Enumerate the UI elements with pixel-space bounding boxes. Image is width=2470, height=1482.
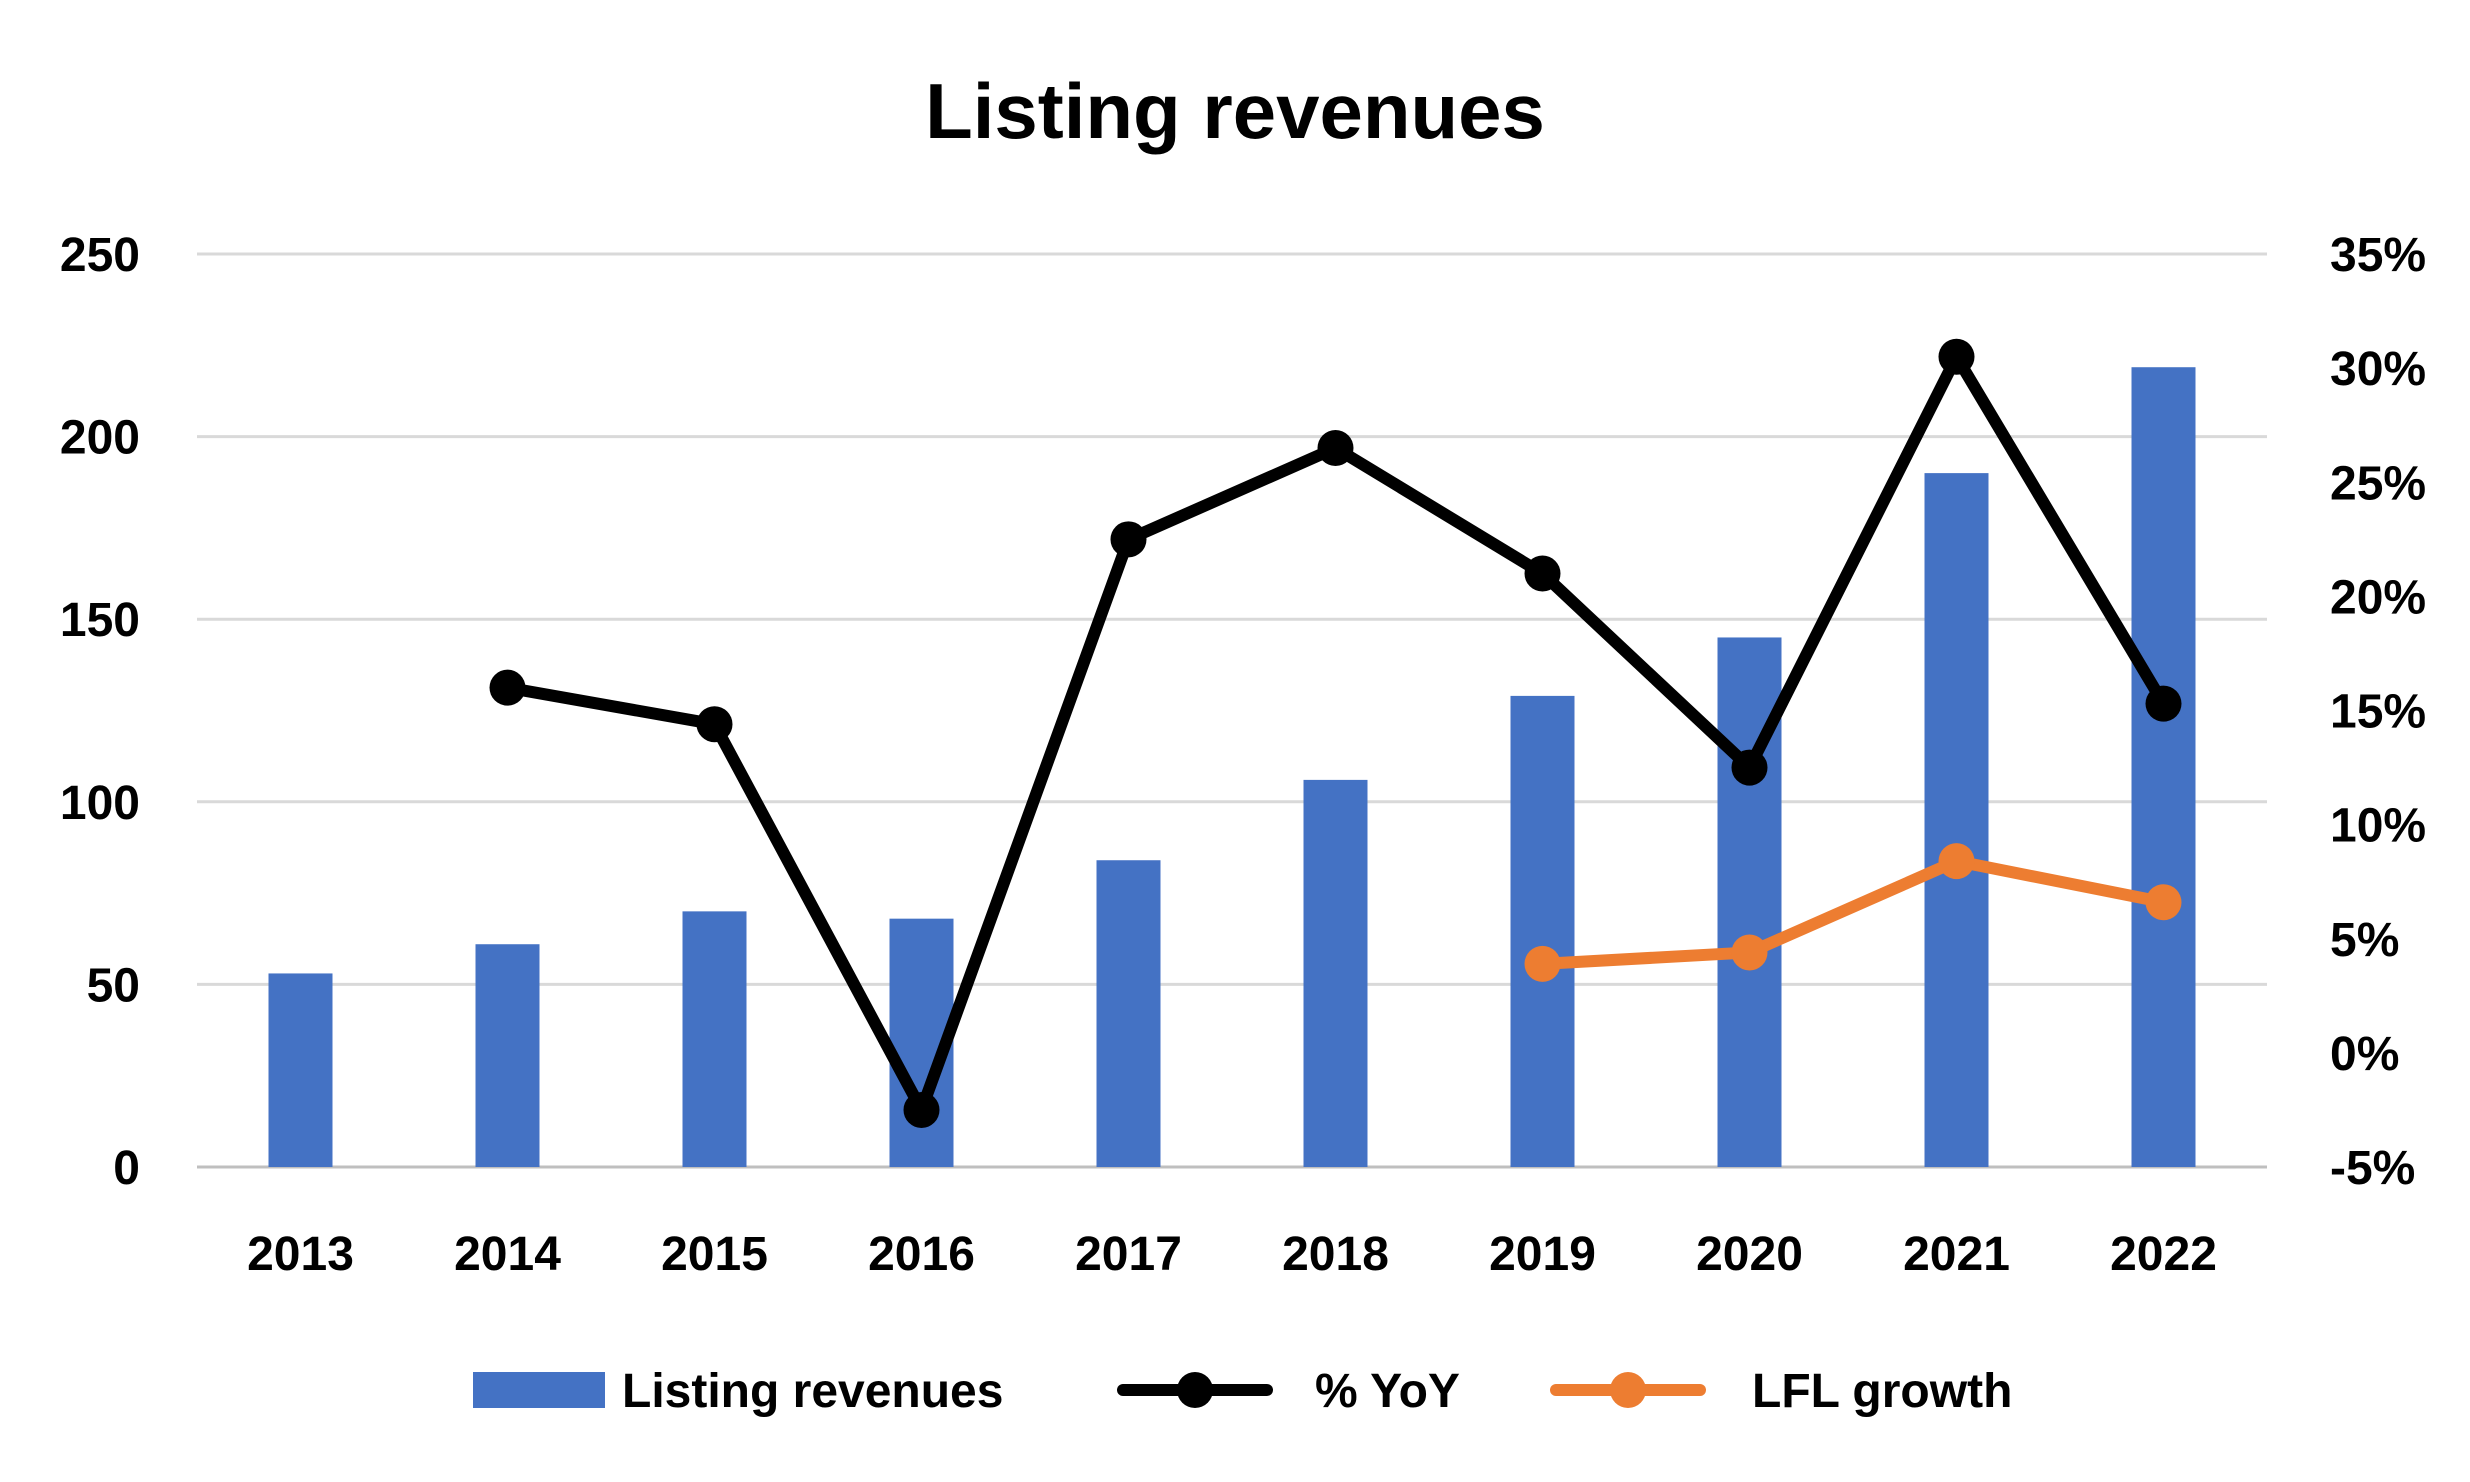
- legend-label: % YoY: [1315, 1365, 1460, 1418]
- data-point: [2145, 884, 2182, 921]
- data-point: [1938, 843, 1975, 880]
- y2-axis-tick-label: 35%: [2330, 229, 2426, 282]
- data-point: [1938, 338, 1975, 375]
- y-axis-tick-label: 150: [60, 594, 140, 647]
- y-axis-tick-label: 200: [60, 412, 140, 465]
- y-axis-tick-label: 0: [113, 1142, 140, 1195]
- data-point: [903, 1091, 940, 1128]
- data-point: [696, 706, 733, 743]
- bar: [1924, 473, 1989, 1167]
- x-axis-tick-label: 2013: [247, 1228, 354, 1281]
- bar: [1510, 695, 1575, 1167]
- x-axis-tick-label: 2015: [661, 1228, 768, 1281]
- x-axis-tick-label: 2022: [2110, 1228, 2217, 1281]
- y2-axis-tick-label: 15%: [2330, 686, 2426, 739]
- y2-axis-tick-label: 5%: [2330, 914, 2399, 967]
- y2-axis-tick-label: -5%: [2330, 1142, 2415, 1195]
- x-axis-tick-label: 2017: [1075, 1228, 1182, 1281]
- x-axis-tick-label: 2014: [454, 1228, 561, 1281]
- data-point: [489, 669, 526, 706]
- x-axis-tick-label: 2019: [1489, 1228, 1596, 1281]
- legend-label: LFL growth: [1752, 1365, 2012, 1418]
- bar: [682, 911, 747, 1167]
- bar: [475, 944, 540, 1167]
- y2-axis-tick-label: 30%: [2330, 343, 2426, 396]
- x-axis-tick-label: 2021: [1903, 1228, 2010, 1281]
- y2-axis-tick-label: 25%: [2330, 457, 2426, 510]
- y2-axis-tick-label: 10%: [2330, 800, 2426, 853]
- legend-marker: [1610, 1372, 1646, 1408]
- data-point: [1731, 934, 1768, 971]
- data-point: [1524, 555, 1561, 592]
- y-axis-tick-label: 50: [87, 959, 140, 1012]
- bar: [1303, 779, 1368, 1167]
- data-point: [1317, 430, 1354, 467]
- y-axis-tick-label: 100: [60, 777, 140, 830]
- y2-axis-tick-label: 20%: [2330, 571, 2426, 624]
- bar: [1096, 860, 1161, 1167]
- data-point: [1731, 749, 1768, 786]
- data-point: [2145, 685, 2182, 722]
- y-axis-tick-label: 250: [60, 229, 140, 282]
- legend-marker: [1177, 1372, 1213, 1408]
- series-line: [1542, 855, 2165, 970]
- data-point: [1110, 521, 1147, 558]
- y2-axis-tick-label: 0%: [2330, 1028, 2399, 1081]
- chart-title: Listing revenues: [925, 67, 1545, 155]
- legend-swatch: [473, 1372, 605, 1408]
- x-axis-tick-label: 2020: [1696, 1228, 1803, 1281]
- legend-label: Listing revenues: [622, 1365, 1003, 1418]
- x-axis-tick-label: 2016: [868, 1228, 975, 1281]
- bar: [268, 973, 333, 1167]
- data-point: [1524, 945, 1561, 982]
- bar: [2131, 367, 2196, 1167]
- x-axis-tick-label: 2018: [1282, 1228, 1389, 1281]
